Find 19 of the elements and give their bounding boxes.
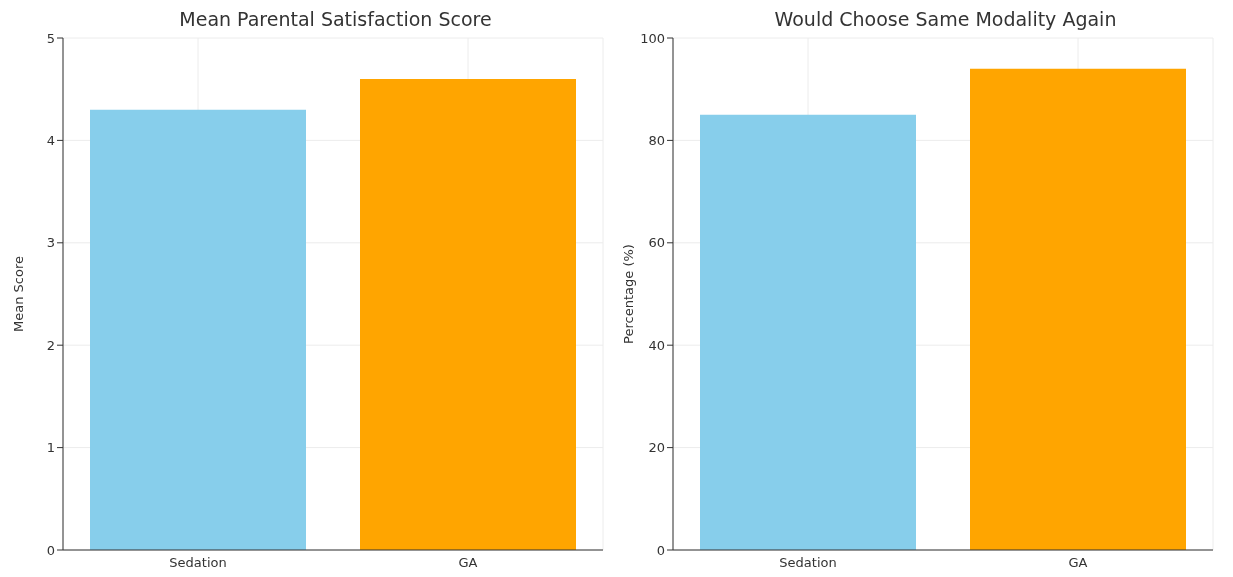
y-tick-label: 5 (46, 30, 55, 46)
x-tick-label: Sedation (779, 555, 837, 571)
chart-title: Would Choose Same Modality Again (774, 8, 1117, 30)
x-tick-label: GA (1068, 555, 1088, 571)
y-tick-label: 20 (648, 440, 665, 456)
y-tick-label: 3 (46, 235, 55, 251)
y-axis-title: Percentage (%) (620, 244, 636, 344)
y-tick-label: 2 (46, 337, 55, 353)
y-tick-label: 1 (46, 440, 55, 456)
y-tick-label: 80 (648, 133, 665, 149)
y-tick-label: 4 (46, 133, 55, 149)
y-axis-title: Mean Score (10, 256, 26, 332)
y-tick-label: 40 (648, 337, 665, 353)
y-tick-label: 0 (46, 542, 55, 558)
chart-title: Mean Parental Satisfaction Score (179, 8, 492, 30)
y-tick-label: 60 (648, 235, 665, 251)
y-tick-label: 0 (656, 542, 665, 558)
x-tick-label: Sedation (169, 555, 227, 571)
x-tick-label: GA (458, 555, 478, 571)
